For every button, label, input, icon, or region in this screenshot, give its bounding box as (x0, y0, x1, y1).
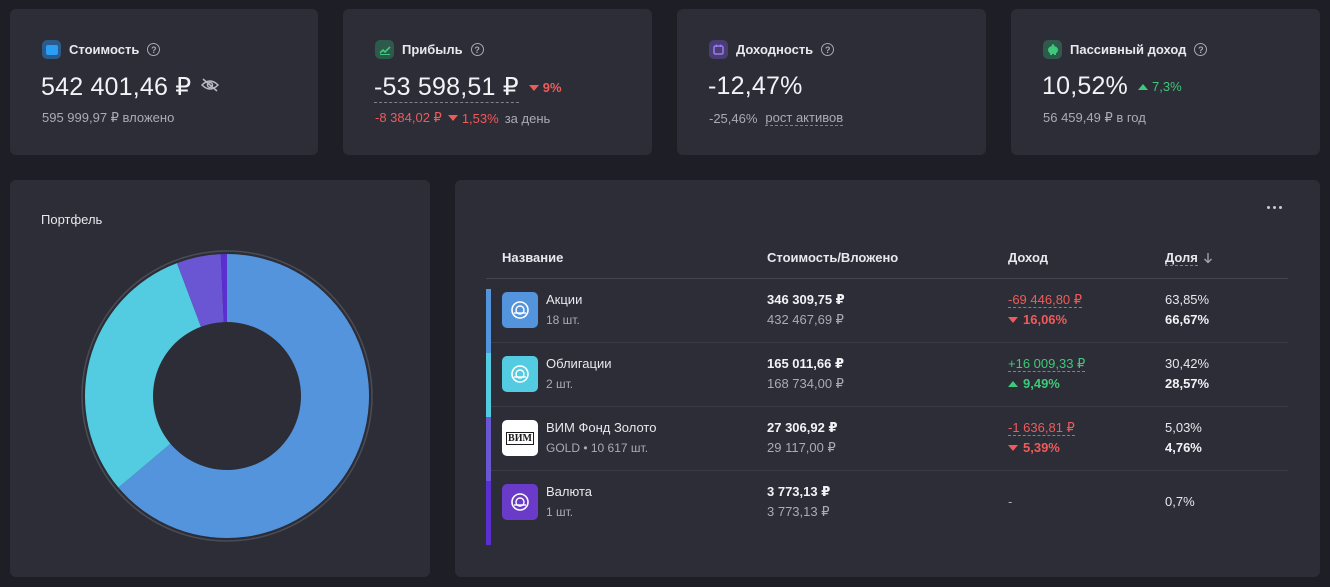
asset-logo-icon (502, 484, 538, 521)
asset-invested: 432 467,69 ₽ (767, 312, 844, 327)
donut-slice-1[interactable] (85, 263, 201, 488)
asset-invested: 29 117,00 ₽ (767, 440, 836, 455)
stat-sub: 595 999,97 ₽ вложено (42, 110, 175, 125)
table-row[interactable]: Акции 18 шт. 346 309,75 ₽ 432 467,69 ₽ -… (486, 278, 1288, 353)
share-value: 5,03% (1165, 420, 1202, 435)
asset-name[interactable]: Валюта (546, 484, 592, 500)
more-menu-icon[interactable] (1267, 206, 1282, 209)
stat-title: Доходность (736, 42, 814, 57)
day-change-amount: -8 384,02 ₽ (375, 110, 442, 125)
asset-count: 2 шт. (546, 377, 574, 391)
day-suffix: за день (504, 110, 551, 126)
stat-value: 10,52% (1042, 72, 1128, 100)
asset-invested: 3 773,13 ₽ (767, 504, 830, 520)
table-row[interactable]: Облигации 2 шт. 165 011,66 ₽ 168 734,00 … (486, 342, 1288, 417)
chart-icon (375, 40, 394, 59)
stat-card-value: Стоимость ? 542 401,46 ₽ 595 999,97 ₽ вл… (10, 9, 318, 155)
portfolio-title: Портфель (41, 212, 103, 227)
asset-value: 346 309,75 ₽ (767, 292, 845, 307)
donut-outer-ring (81, 250, 373, 542)
day-change-pct: 1,53% (447, 111, 499, 126)
stat-sub: 56 459,49 ₽ в год (1043, 110, 1146, 125)
stat-card-passive-income: Пассивный доход ? 10,52% 7,3% 56 459,49 … (1011, 9, 1320, 155)
piggy-bank-icon (1043, 40, 1062, 59)
income-amount[interactable]: -69 446,80 ₽ (1008, 292, 1083, 308)
assets-table-card: Название Стоимость/Вложено Доход Доля (455, 180, 1320, 577)
asset-invested: 168 734,00 ₽ (767, 376, 844, 391)
portfolio-donut-chart (81, 250, 373, 542)
asset-name[interactable]: Облигации (546, 356, 612, 371)
donut-slice-3[interactable] (220, 254, 227, 323)
calendar-icon (709, 40, 728, 59)
wallet-icon (42, 40, 61, 59)
arrow-down-icon (1008, 317, 1018, 323)
share-invested: 66,67% (1165, 312, 1210, 327)
asset-name[interactable]: Акции (546, 292, 583, 307)
stat-card-yield: Доходность ? -12,47% -25,46% рост активо… (677, 9, 986, 155)
asset-value: 27 306,92 ₽ (767, 420, 838, 435)
asset-logo-icon (502, 356, 538, 392)
asset-count: GOLD • 10 617 шт. (546, 441, 649, 455)
asset-count: 1 шт. (546, 505, 574, 520)
share-value: 0,7% (1165, 494, 1195, 510)
income-pct: 5,39% (1023, 440, 1060, 455)
table-row[interactable]: ВИМ ВИМ Фонд Золото GOLD • 10 617 шт. 27… (486, 406, 1288, 481)
row-color-bar (486, 353, 491, 417)
col-header-value[interactable]: Стоимость/Вложено (767, 238, 1008, 279)
assets-table: Название Стоимость/Вложено Доход Доля (486, 238, 1288, 546)
table-row[interactable]: Валюта 1 шт. 3 773,13 ₽ 3 773,13 ₽ - 0,7… (486, 470, 1288, 546)
stat-value: 542 401,46 ₽ (41, 73, 192, 101)
arrow-down-icon (447, 115, 458, 121)
asset-logo-icon (502, 292, 538, 328)
share-invested: 4,76% (1165, 440, 1202, 455)
asset-growth-link[interactable]: рост активов (765, 110, 844, 126)
row-color-bar (486, 289, 491, 353)
help-icon[interactable]: ? (821, 43, 835, 56)
asset-growth-value: -25,46% (709, 110, 758, 126)
income-pct: 16,06% (1023, 312, 1068, 327)
share-value: 63,85% (1165, 292, 1210, 307)
arrow-up-icon (1008, 381, 1018, 387)
help-icon[interactable]: ? (470, 43, 484, 56)
row-color-bar (486, 481, 491, 546)
donut-slice-2[interactable] (176, 254, 224, 327)
arrow-down-icon (528, 84, 539, 91)
vim-logo: ВИМ (502, 420, 538, 456)
stat-title: Стоимость (69, 42, 140, 57)
col-header-share[interactable]: Доля (1165, 238, 1288, 279)
sort-down-icon[interactable] (1203, 252, 1213, 264)
asset-value: 3 773,13 ₽ (767, 484, 831, 500)
change-badge: 7,3% (1138, 79, 1182, 94)
row-color-bar (486, 417, 491, 481)
income-amount[interactable]: +16 009,33 ₽ (1008, 356, 1086, 372)
portfolio-card: Портфель (10, 180, 430, 577)
eye-off-icon[interactable] (201, 77, 220, 97)
col-header-income[interactable]: Доход (1008, 238, 1165, 279)
help-icon[interactable]: ? (1194, 43, 1208, 56)
asset-value: 165 011,66 ₽ (767, 356, 845, 371)
income-pct: 9,49% (1023, 376, 1060, 391)
stat-value: -12,47% (708, 72, 803, 100)
share-value: 30,42% (1165, 356, 1210, 371)
arrow-up-icon (1138, 83, 1148, 90)
asset-count: 18 шт. (546, 313, 580, 327)
arrow-down-icon (1008, 445, 1018, 451)
share-invested: 28,57% (1165, 376, 1210, 391)
income-amount: - (1008, 494, 1013, 510)
col-header-name[interactable]: Название (486, 238, 767, 279)
income-amount[interactable]: -1 636,81 ₽ (1008, 420, 1075, 436)
stat-title: Прибыль (402, 42, 463, 57)
help-icon[interactable]: ? (147, 43, 161, 56)
stat-value[interactable]: -53 598,51 ₽ (374, 73, 519, 103)
change-badge: 9% (528, 80, 562, 95)
stat-card-profit: Прибыль ? -53 598,51 ₽ 9% -8 384,02 ₽ 1,… (343, 9, 652, 155)
asset-name[interactable]: ВИМ Фонд Золото (546, 420, 657, 435)
stat-title: Пассивный доход (1070, 42, 1187, 57)
donut-slice-0[interactable] (118, 254, 370, 538)
